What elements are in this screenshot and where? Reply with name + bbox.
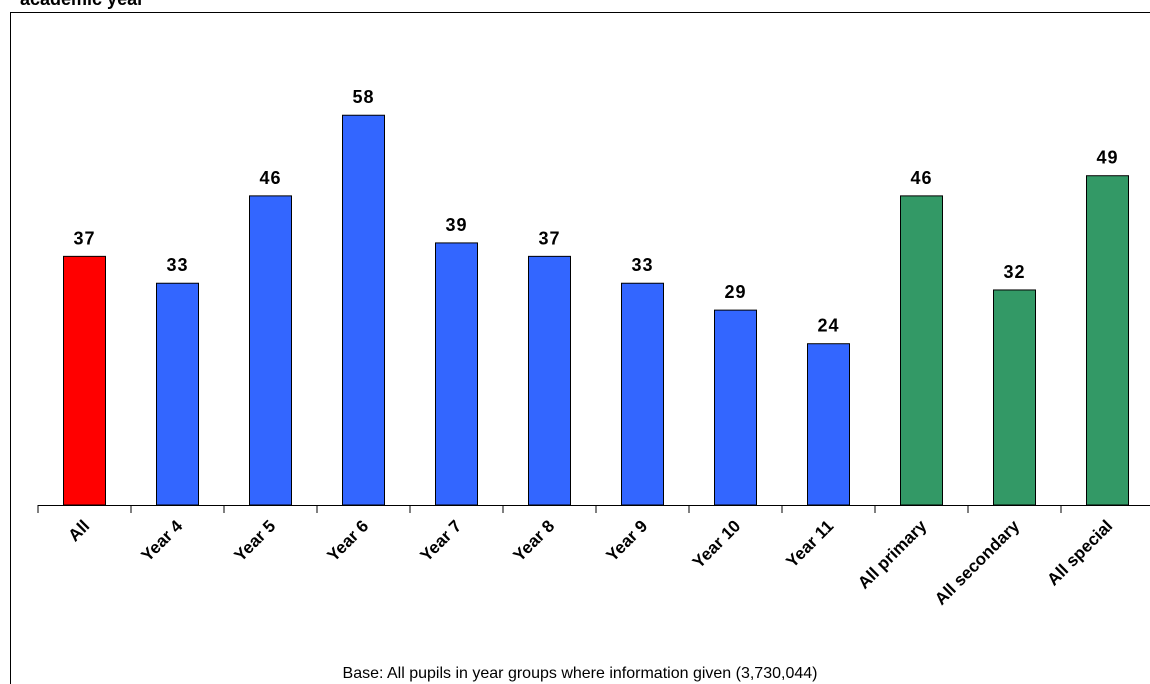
bar: [342, 114, 385, 506]
bar: [1086, 175, 1129, 506]
x-tick-label: All secondary: [931, 516, 1024, 609]
x-tick-label: All primary: [854, 516, 931, 593]
bar: [621, 282, 664, 506]
bar: [714, 309, 757, 506]
x-tick-label: Year 6: [323, 516, 372, 565]
bar: [63, 255, 106, 506]
bar: [900, 195, 943, 506]
data-label: 58: [352, 87, 374, 107]
bar: [435, 242, 478, 506]
plot-frame: [10, 12, 1150, 684]
x-tick-label: Year 8: [509, 516, 558, 565]
data-label: 24: [817, 316, 839, 336]
x-tick-label: Year 7: [416, 516, 465, 565]
data-label: 33: [631, 255, 653, 275]
x-tick-label: Year 5: [230, 516, 279, 565]
bar: [156, 282, 199, 506]
bar: [249, 195, 292, 506]
data-label: 33: [166, 255, 188, 275]
bar: [528, 255, 571, 506]
data-label: 49: [1096, 148, 1118, 168]
data-label: 46: [259, 168, 281, 188]
x-tick-label: All: [65, 516, 94, 545]
x-tick-label: All special: [1043, 516, 1116, 589]
data-label: 46: [910, 168, 932, 188]
data-label: 32: [1003, 262, 1025, 282]
x-tick-label: Year 10: [689, 516, 745, 572]
footnote: Base: All pupils in year groups where in…: [343, 665, 818, 682]
data-label: 37: [538, 228, 560, 248]
data-label: 37: [73, 228, 95, 248]
x-tick-label: Year 9: [602, 516, 651, 565]
x-tick-label: Year 11: [782, 516, 837, 571]
chart-title: academic year: [20, 0, 144, 9]
data-label: 39: [445, 215, 467, 235]
data-label: 29: [724, 282, 746, 302]
bar: [993, 289, 1036, 506]
bar: [807, 343, 850, 506]
x-tick-label: Year 4: [137, 516, 186, 565]
